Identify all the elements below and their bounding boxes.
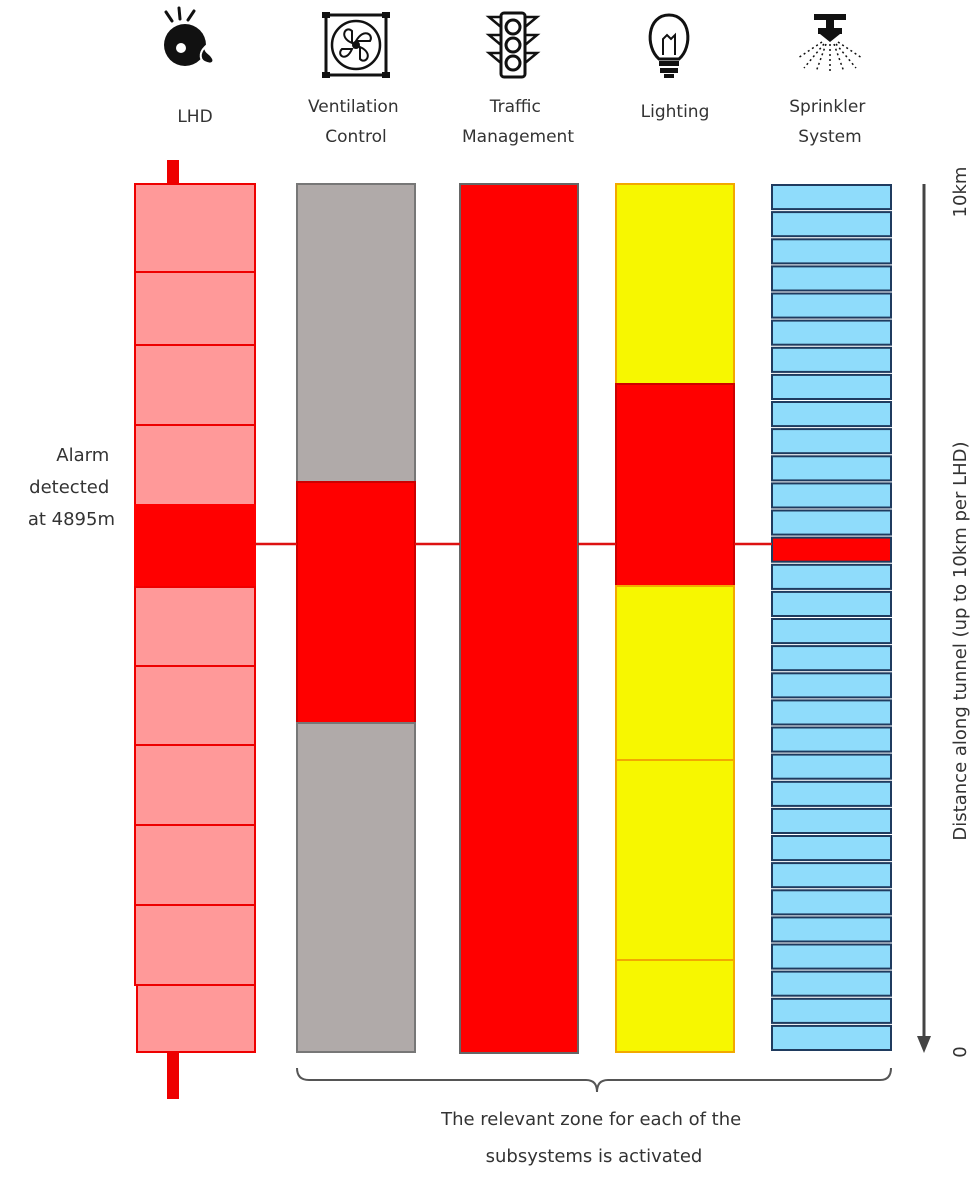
subsystems-brace [296,1067,892,1093]
sprinkler-zone [771,997,892,1024]
ventilation-zone [296,722,416,1053]
distance-axis-arrow [917,184,931,1053]
lighting-zone [615,959,735,1053]
lhd-column [134,160,256,1099]
subsystem-label-traffic: Traffic Management [462,97,574,147]
lhd-zone [134,904,256,986]
lhd-zone [136,984,256,1053]
sprinkler-zone [771,401,892,428]
axis-max-label: 10km [950,167,971,218]
ventilation-zone-active [296,481,416,724]
lhd-zone [134,586,256,667]
subsystem-label-sprinkler: Sprinkler System [789,97,871,147]
traffic-zone-active [459,183,579,1054]
sprinkler-zone [771,346,892,373]
lhd-zone [134,183,256,273]
sprinkler-zone [771,482,892,509]
sprinkler-zone [771,590,892,618]
sprinkler-zone [771,780,892,807]
lighting-zone [615,585,735,761]
subsystem-label-ventilation: Ventilation Control [308,97,404,147]
lighting-zone-active [615,383,735,587]
subsystem-label-lhd: LHD [177,107,212,127]
axis-title: Distance along tunnel (up to 10km per LH… [950,441,971,840]
sprinkler-zone [771,645,892,672]
lhd-zone [134,824,256,906]
lhd-zone-active [134,504,256,588]
ventilation-zone [296,183,416,483]
lhd-zone [134,344,256,426]
sprinkler-zone [771,428,892,455]
sprinkler-zone [771,753,892,780]
subsystem-label-lighting: Lighting [641,102,710,122]
sprinkler-zone [771,184,892,211]
alarm-label: Alarm detected at 4895m [28,445,115,530]
sprinkler-zone [771,1024,892,1052]
sprinkler-zone [771,916,892,943]
lhd-zone [134,665,256,746]
light-bulb-icon [648,13,690,78]
lighting-zone [615,759,735,961]
sprinkler-zone [771,807,892,835]
lhd-cable-bottom [167,1052,179,1099]
sprinkler-zone [771,373,892,400]
lhd-zone [134,424,256,506]
sprinkler-zone [771,509,892,536]
sprinkler-zone [771,835,892,862]
sprinkler-zone [771,211,892,238]
sprinkler-zone [771,672,892,699]
sprinkler-zone [771,455,892,482]
lhd-zone [134,744,256,826]
sprinkler-zone [771,970,892,997]
sprinkler-zone [771,319,892,346]
axis-min-label: 0 [950,1046,971,1057]
fan-icon [322,12,390,78]
sprinkler-zone [771,292,892,319]
sprinkler-column [771,184,892,1052]
sprinkler-zone [771,889,892,916]
sprinkler-zone-active [771,536,892,563]
sprinkler-zone [771,618,892,645]
sprinkler-zone [771,726,892,753]
sprinkler-zone [771,265,892,292]
ventilation-column [296,183,416,1053]
lhd-fire-detector-icon [164,6,215,66]
sprinkler-zone [771,943,892,970]
sprinkler-zone [771,238,892,265]
sprinkler-zone [771,699,892,726]
lhd-zone [134,271,256,346]
sprinkler-zone [771,862,892,889]
lighting-zone [615,183,735,385]
traffic-light-icon [485,11,541,79]
footer-caption: The relevant zone for each of the subsys… [440,1109,747,1167]
sprinkler-zone [771,563,892,590]
lighting-column [615,183,735,1053]
sprinkler-icon [797,14,863,74]
lhd-cable-top [167,160,179,185]
